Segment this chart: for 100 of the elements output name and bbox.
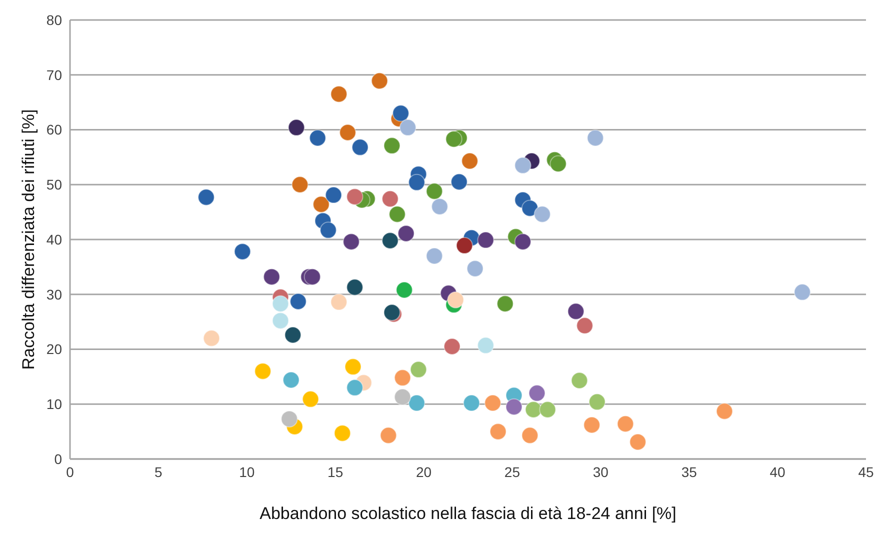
point [716, 402, 733, 420]
point [234, 243, 251, 260]
point [284, 326, 302, 344]
y-tick-label: 50 [46, 176, 62, 193]
point [456, 237, 473, 254]
point [576, 317, 594, 334]
point [302, 390, 320, 408]
point [477, 336, 494, 354]
point [477, 232, 494, 249]
point [583, 416, 600, 434]
point [291, 176, 308, 194]
point [521, 200, 538, 217]
point [408, 394, 426, 412]
point [586, 129, 604, 146]
point [371, 72, 388, 90]
point [334, 424, 351, 442]
y-axis-title: Raccolta differenziata dei rifiuti [%] [19, 109, 38, 370]
point [263, 268, 280, 286]
point [431, 198, 448, 216]
point [794, 284, 811, 301]
y-tick-label: 40 [46, 231, 62, 248]
point [570, 372, 588, 390]
point [342, 233, 360, 250]
point [534, 206, 551, 223]
x-axis-title: Abbandono scolastico nella fascia di età 18-24 anni [%] [260, 504, 676, 524]
point [312, 196, 330, 213]
point [272, 312, 289, 330]
x-tick-label: 15 [328, 464, 344, 480]
point [408, 174, 426, 191]
point [203, 330, 220, 347]
point [394, 388, 412, 406]
point [383, 137, 400, 154]
x-tick-label: 40 [770, 464, 786, 480]
point [539, 401, 556, 418]
point [528, 384, 546, 402]
point [394, 369, 412, 386]
x-tick-label: 10 [239, 464, 255, 480]
point [496, 295, 514, 312]
point [290, 293, 307, 310]
x-tick-label: 0 [66, 464, 74, 480]
x-tick-label: 45 [858, 464, 874, 480]
point [198, 188, 215, 206]
point [484, 394, 502, 412]
point [346, 278, 364, 296]
point [392, 104, 410, 122]
point [588, 393, 606, 410]
point [382, 232, 399, 250]
point [280, 410, 298, 428]
point [550, 155, 567, 172]
x-tick-label: 25 [504, 464, 520, 480]
y-tick-label: 70 [46, 66, 62, 83]
y-tick-label: 0 [54, 450, 62, 467]
point [521, 426, 538, 444]
point [426, 182, 443, 200]
point [567, 302, 584, 320]
point [629, 433, 646, 450]
point [616, 415, 634, 432]
point [514, 233, 532, 250]
point [463, 394, 480, 412]
point [325, 186, 342, 204]
point [410, 361, 427, 378]
point [330, 86, 348, 103]
point [380, 426, 397, 444]
point [309, 129, 326, 146]
point [382, 190, 399, 208]
point [388, 206, 406, 223]
y-tick-label: 80 [46, 12, 62, 28]
point [445, 130, 462, 148]
y-tick-label: 30 [46, 286, 62, 302]
point [304, 268, 321, 286]
point [346, 379, 364, 396]
point [524, 401, 542, 418]
point [282, 371, 300, 388]
point [288, 119, 305, 136]
x-tick-label: 20 [416, 464, 432, 480]
x-tick-label: 35 [681, 464, 698, 480]
point [320, 222, 337, 239]
y-tick-label: 60 [46, 122, 62, 138]
point [461, 152, 478, 170]
point [396, 281, 413, 298]
point [346, 188, 364, 206]
x-tick-label: 5 [154, 464, 163, 480]
point [399, 119, 416, 136]
x-tick-label: 30 [592, 464, 609, 480]
point [344, 358, 362, 376]
point [398, 224, 415, 242]
point [444, 338, 461, 356]
point [426, 247, 443, 264]
point [450, 173, 468, 190]
point [339, 124, 356, 141]
point [514, 156, 532, 174]
y-tick-label: 10 [46, 396, 62, 412]
point [352, 138, 369, 156]
point [466, 260, 484, 278]
point [447, 291, 464, 308]
point [490, 423, 507, 440]
y-tick-label: 20 [46, 341, 62, 358]
point [330, 294, 348, 311]
point [254, 362, 272, 380]
point [272, 295, 289, 312]
